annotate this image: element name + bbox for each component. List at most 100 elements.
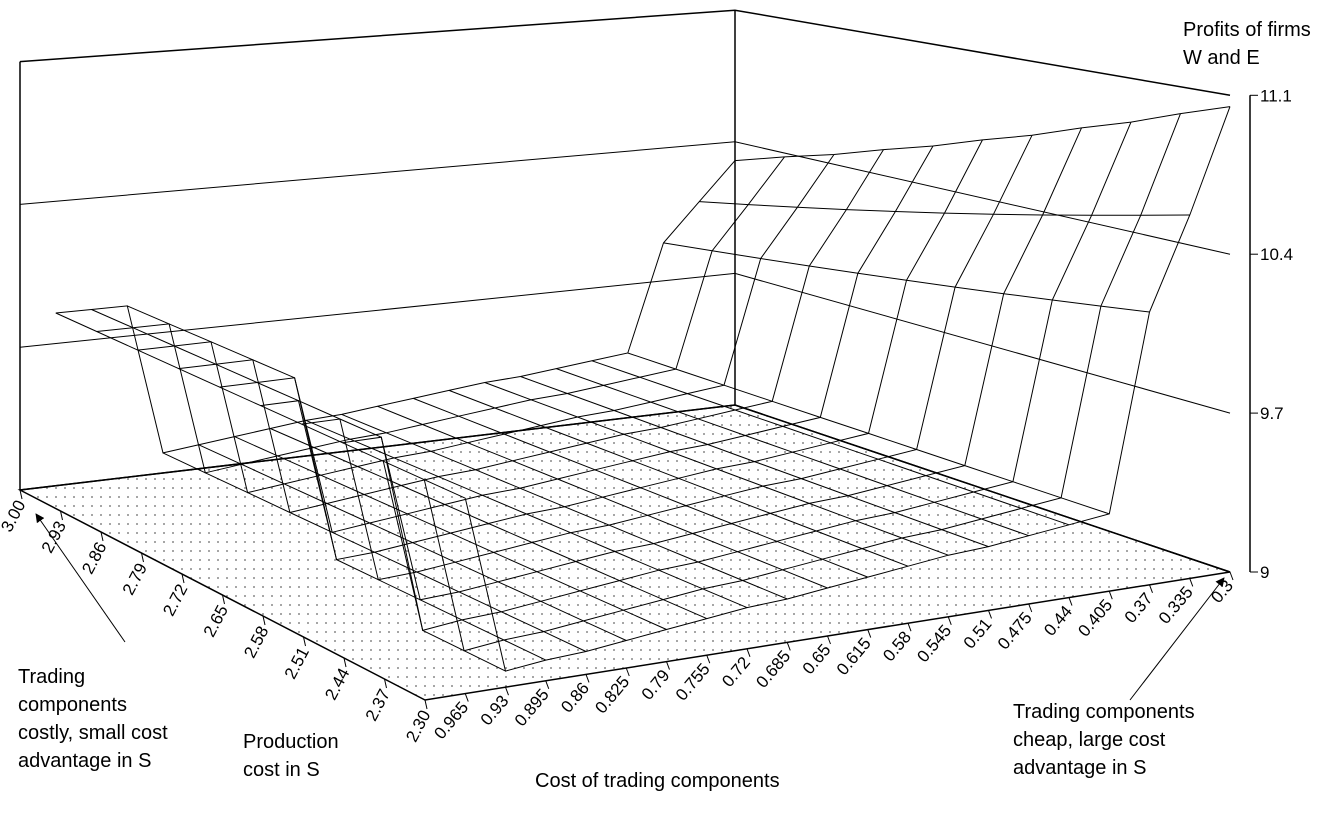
surface-column [699, 201, 1190, 216]
y-tick [60, 510, 63, 521]
annotation: Trading components [1013, 701, 1195, 723]
x-tick-label: 0.51 [960, 615, 996, 653]
x-tick [1028, 603, 1033, 613]
x-tick [988, 610, 992, 619]
z-axis-label: W and E [1183, 47, 1260, 69]
annotation-arrow [1129, 577, 1225, 701]
y-tick-label: 3.00 [0, 497, 30, 535]
surface-row [301, 135, 1033, 581]
surface-column [127, 305, 547, 661]
x-tick-label: 0.93 [477, 692, 513, 730]
y-tick [181, 573, 185, 584]
x-tick-label: 0.965 [430, 698, 472, 743]
x-tick-label: 0.86 [557, 679, 593, 717]
y-tick [141, 552, 144, 563]
y-tick-label: 2.79 [119, 560, 151, 598]
y-tick-label: 2.65 [200, 602, 232, 640]
surface-column [663, 242, 1150, 313]
surface-column [448, 389, 909, 567]
y-tick [303, 636, 306, 647]
x-tick [464, 693, 469, 702]
surface-column [91, 309, 506, 672]
surface-row [219, 145, 934, 533]
surface-column [270, 428, 707, 620]
surface-column [377, 405, 828, 589]
y-tick [424, 699, 428, 710]
surface-row [55, 160, 736, 454]
surface-column [55, 312, 466, 499]
x-tick [666, 661, 670, 670]
y-tick-label: 2.72 [159, 581, 191, 619]
surface-row [96, 156, 785, 474]
surface-row [178, 149, 884, 514]
surface-column [305, 419, 748, 609]
z-tick-label: 9.7 [1260, 404, 1284, 423]
y-tick-label: 2.37 [362, 686, 394, 724]
x-tick [827, 635, 831, 645]
surface-column [520, 376, 989, 548]
y-axis-label: cost in S [243, 759, 320, 781]
surface-column [734, 106, 1231, 162]
y-axis-label: Production [243, 731, 339, 753]
y-tick [222, 594, 225, 605]
x-tick-label: 0.615 [833, 634, 875, 679]
surface-row [423, 113, 1181, 652]
x-tick [505, 687, 509, 696]
z-tick-label: 11.1 [1260, 86, 1292, 105]
annotation-arrow [35, 513, 126, 643]
surface-row [464, 106, 1231, 672]
surface-row [382, 121, 1132, 632]
x-tick-label: 0.825 [591, 672, 633, 717]
x-tick [867, 629, 872, 638]
surface-column [627, 352, 1110, 515]
y-tick-label: 2.44 [321, 665, 353, 703]
x-tick [545, 680, 550, 689]
x-tick [947, 616, 952, 625]
surface-column [198, 444, 627, 641]
grid-line [19, 141, 1231, 255]
y-tick [262, 615, 266, 626]
x-tick-label: 0.755 [672, 660, 714, 705]
x-tick [585, 674, 590, 683]
y-tick-label: 2.86 [78, 539, 110, 577]
x-tick [907, 623, 912, 632]
x-tick [786, 642, 791, 651]
annotation: advantage in S [1013, 757, 1146, 779]
surface-column [341, 413, 788, 600]
annotation: Trading [18, 666, 85, 688]
x-tick [625, 667, 630, 677]
surface-column [591, 360, 1070, 526]
x-axis-label: Cost of trading components [535, 770, 780, 792]
grid-line [19, 9, 1231, 97]
annotation: costly, small cost [18, 722, 168, 744]
x-tick-label: 0.685 [752, 647, 794, 692]
x-tick-label: 0.58 [879, 628, 915, 666]
x-tick-label: 0.72 [718, 653, 754, 691]
x-tick-label: 0.44 [1040, 602, 1076, 640]
annotation: advantage in S [18, 750, 151, 772]
y-tick-label: 2.30 [402, 707, 434, 745]
surface-column [162, 452, 587, 652]
surface-column [234, 436, 667, 630]
x-tick [1229, 571, 1234, 581]
x-tick [1068, 597, 1073, 606]
x-tick [746, 648, 751, 657]
y-tick [343, 657, 347, 668]
surface-column [484, 382, 949, 556]
plot: 99.710.411.10.965 0.930.895 0.860.825 0.790… [0, 9, 1311, 792]
x-tick-label: 0.405 [1074, 596, 1116, 641]
x-tick [1189, 578, 1194, 587]
x-tick [706, 655, 711, 664]
x-tick-label: 0.37 [1121, 589, 1157, 627]
x-tick-label: 0.65 [799, 640, 835, 678]
x-tick-label: 0.475 [994, 608, 1036, 653]
z-axis-label: Profits of firms [1183, 19, 1311, 41]
y-tick-label: 2.51 [281, 644, 313, 682]
z-tick-label: 9 [1260, 563, 1269, 582]
surface-column [413, 397, 868, 578]
surface-row [137, 154, 835, 494]
surface-column [556, 368, 1029, 537]
y-tick [384, 678, 387, 689]
x-tick-label: 0.895 [511, 685, 553, 730]
